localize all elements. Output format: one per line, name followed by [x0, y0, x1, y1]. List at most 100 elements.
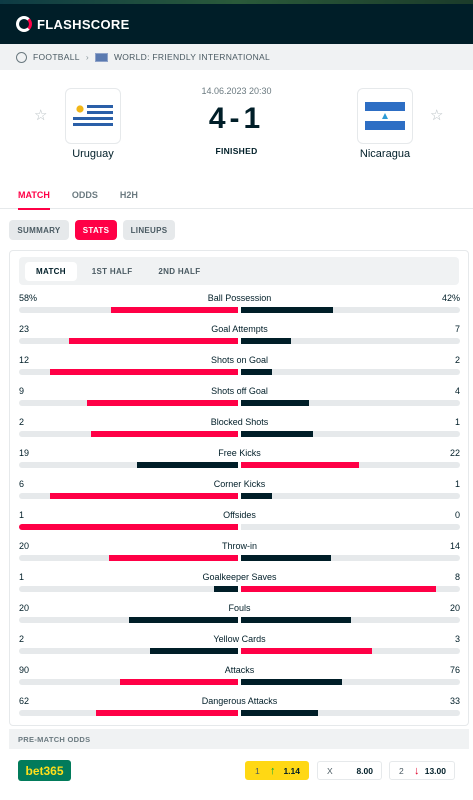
- stat-category: Fouls: [228, 603, 251, 613]
- stat-category: Yellow Cards: [213, 634, 266, 644]
- stat-row: 62 Dangerous Attacks 33: [19, 696, 460, 720]
- uruguay-flag-icon: [73, 102, 113, 130]
- stat-home-bar: [19, 524, 238, 530]
- stat-away-value: 0: [454, 510, 460, 520]
- stat-away-track: [241, 338, 460, 344]
- stat-home-track: [19, 462, 238, 468]
- match-date: 14.06.2023 20:30: [201, 86, 272, 96]
- stat-away-value: 20: [449, 603, 460, 613]
- stat-category: Attacks: [224, 665, 255, 675]
- stat-row: 19 Free Kicks 22: [19, 448, 460, 472]
- stat-home-value: 20: [19, 603, 30, 613]
- arrow-up-icon: ↑: [270, 764, 276, 777]
- tab-odds[interactable]: ODDS: [71, 190, 98, 200]
- stats-panel: MATCH 1ST HALF 2ND HALF 58% Ball Possessi…: [9, 250, 469, 726]
- stat-home-value: 1: [19, 510, 25, 520]
- odd-home[interactable]: 1 ↑ 1.14: [245, 761, 309, 780]
- odd-home-value: 1.14: [283, 765, 300, 776]
- tab-h2h[interactable]: H2H: [119, 190, 138, 200]
- stat-home-track: [19, 307, 238, 313]
- match-status: FINISHED: [215, 146, 258, 156]
- subtab-summary[interactable]: SUMMARY: [9, 220, 69, 240]
- subtab-lineups[interactable]: LINEUPS: [123, 220, 175, 240]
- stat-away-bar: [241, 710, 318, 716]
- breadcrumb-competition[interactable]: WORLD: FRIENDLY INTERNATIONAL: [113, 52, 271, 62]
- period-2nd-half[interactable]: 2ND HALF: [158, 266, 201, 276]
- stat-away-bar: [241, 369, 272, 375]
- tab-match[interactable]: MATCH: [18, 180, 50, 210]
- stat-home-track: [19, 493, 238, 499]
- stat-away-track: [241, 400, 460, 406]
- stat-away-track: [241, 648, 460, 654]
- match-header: ☆ Uruguay 14.06.2023 20:30 4-1 FINISHED …: [0, 70, 473, 182]
- odd-draw-value: 8.00: [356, 765, 373, 776]
- bookmaker-logo[interactable]: bet365: [18, 760, 71, 781]
- stat-row: 9 Shots off Goal 4: [19, 386, 460, 410]
- stat-category: Free Kicks: [218, 448, 261, 458]
- breadcrumb-sport[interactable]: FOOTBALL: [33, 52, 80, 62]
- stat-away-bar: [241, 338, 292, 344]
- home-team-name[interactable]: Uruguay: [72, 148, 114, 160]
- stat-home-value: 9: [19, 386, 25, 396]
- stat-home-value: 12: [19, 355, 30, 365]
- stat-home-track: [19, 555, 238, 561]
- period-1st-half[interactable]: 1ST HALF: [91, 266, 133, 276]
- stat-away-track: [241, 617, 460, 623]
- logo-icon: [16, 16, 32, 32]
- favorite-away-star-icon[interactable]: ☆: [430, 107, 444, 124]
- stat-home-bar: [108, 555, 238, 561]
- brand-name: FLASHSCORE: [37, 16, 130, 32]
- stat-away-bar: [241, 400, 309, 406]
- banner-strip: [0, 0, 473, 4]
- world-flag-icon: [94, 52, 108, 62]
- stat-away-value: 8: [454, 572, 460, 582]
- stat-away-value: 7: [454, 324, 460, 334]
- stat-category: Blocked Shots: [210, 417, 269, 427]
- subtab-stats[interactable]: STATS: [75, 220, 117, 240]
- stat-home-bar: [213, 586, 238, 592]
- stat-away-value: 1: [454, 417, 460, 427]
- odd-away[interactable]: 2 ↓ 13.00: [389, 761, 455, 780]
- stat-away-bar: [241, 586, 436, 592]
- stat-home-track: [19, 710, 238, 716]
- football-icon: [16, 51, 27, 63]
- stat-away-value: 4: [454, 386, 460, 396]
- stat-home-track: [19, 648, 238, 654]
- stat-category: Shots on Goal: [210, 355, 269, 365]
- odd-draw-label: X: [327, 765, 333, 776]
- stat-row: 2 Yellow Cards 3: [19, 634, 460, 658]
- stat-home-track: [19, 369, 238, 375]
- stat-away-bar: [241, 555, 331, 561]
- stat-row: 12 Shots on Goal 2: [19, 355, 460, 379]
- odds-header: PRE-MATCH ODDS: [9, 729, 469, 749]
- flashscore-logo[interactable]: FLASHSCORE: [16, 16, 130, 32]
- stat-away-track: [241, 462, 460, 468]
- stat-home-track: [19, 524, 238, 530]
- stat-row: 20 Throw-in 14: [19, 541, 460, 565]
- stat-away-bar: [241, 679, 342, 685]
- stat-away-value: 2: [454, 355, 460, 365]
- stat-category: Dangerous Attacks: [201, 696, 278, 706]
- stat-home-bar: [150, 648, 238, 654]
- away-team-name[interactable]: Nicaragua: [359, 148, 411, 160]
- away-team-logo[interactable]: [357, 88, 413, 144]
- stat-away-track: [241, 679, 460, 685]
- match-subtabs: SUMMARY STATS LINEUPS: [9, 220, 175, 240]
- stat-home-value: 19: [19, 448, 30, 458]
- stat-away-track: [241, 431, 460, 437]
- stat-home-bar: [86, 400, 238, 406]
- odd-draw[interactable]: X 8.00: [317, 761, 382, 780]
- period-match[interactable]: MATCH: [25, 261, 77, 281]
- odd-away-label: 2: [399, 765, 404, 776]
- stat-home-bar: [91, 431, 238, 437]
- home-team-logo[interactable]: [65, 88, 121, 144]
- stat-category: Shots off Goal: [211, 386, 268, 396]
- stat-category: Goalkeeper Saves: [202, 572, 277, 582]
- stat-away-bar: [241, 617, 351, 623]
- stat-row: 1 Offsides 0: [19, 510, 460, 534]
- stat-away-track: [241, 369, 460, 375]
- stat-category: Corner Kicks: [213, 479, 266, 489]
- stat-home-value: 20: [19, 541, 30, 551]
- favorite-home-star-icon[interactable]: ☆: [34, 107, 48, 124]
- stat-row: 23 Goal Attempts 7: [19, 324, 460, 348]
